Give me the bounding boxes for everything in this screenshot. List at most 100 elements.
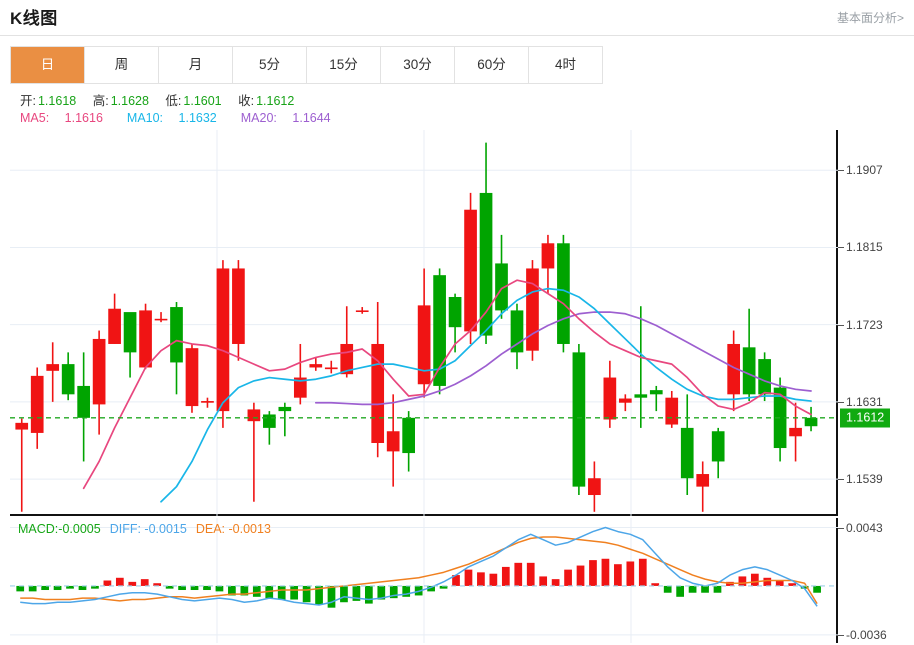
macd-bar-15	[203, 585, 211, 591]
diff-readout: DIFF: -0.0015	[109, 522, 187, 536]
macd-readout-row: MACD:-0.0005 DIFF: -0.0015 DEA: -0.0013	[18, 521, 271, 538]
candle-31	[495, 234, 508, 319]
candle-body	[727, 343, 741, 395]
candle-33	[526, 260, 539, 361]
macd-bar-54	[688, 585, 697, 593]
candle-body	[603, 377, 617, 420]
candle-30	[479, 142, 493, 344]
candle-35	[557, 234, 570, 353]
candle-37	[588, 461, 601, 512]
candle-16	[263, 411, 276, 445]
candle-49	[773, 377, 787, 462]
candle-22	[355, 307, 369, 314]
tab-3[interactable]: 5分	[233, 47, 307, 83]
ma-row: MA5: 1.1616 MA10: 1.1632 MA20: 1.1644	[20, 110, 355, 127]
candle-10	[170, 302, 183, 395]
macd-bar-13	[178, 585, 186, 591]
macd-bar-42	[539, 576, 548, 586]
macd-bar-11	[153, 583, 162, 586]
price-axis-label-3-tick	[838, 401, 844, 403]
macd-bar-27	[352, 585, 361, 601]
macd-bar-10	[140, 579, 149, 586]
candle-8	[139, 303, 152, 370]
candle-50	[789, 402, 802, 462]
candle-1	[30, 367, 44, 449]
price-axis-label-0: 1.1907	[846, 163, 883, 178]
macd-bar-8	[115, 577, 124, 586]
ma10-line	[160, 287, 812, 503]
tab-label: 月	[188, 57, 203, 72]
candlestick-panel[interactable]	[10, 130, 838, 516]
tab-6[interactable]: 60分	[455, 47, 529, 83]
candle-body	[711, 431, 725, 462]
candle-0	[15, 418, 29, 512]
candle-46	[727, 330, 741, 412]
candle-28	[448, 293, 462, 353]
candle-51	[804, 406, 818, 432]
candle-body	[263, 414, 276, 428]
candle-body	[495, 263, 508, 311]
macd-bar-34	[439, 585, 448, 589]
macd-bar-49	[626, 561, 635, 586]
price-axis-label-3: 1.1631	[846, 394, 883, 409]
candle-18	[293, 343, 307, 405]
candle-20	[324, 360, 338, 374]
tab-2[interactable]: 月	[159, 47, 233, 83]
candle-body	[618, 398, 632, 403]
candle-44	[696, 461, 710, 512]
candle-body	[572, 352, 586, 487]
candle-2	[46, 342, 60, 402]
candle-body	[139, 310, 152, 368]
candle-body	[108, 308, 121, 344]
tab-label: 日	[40, 57, 55, 72]
candle-body	[541, 243, 555, 269]
candle-body	[170, 307, 183, 363]
macd-bar-12	[165, 585, 174, 589]
macd-bar-59	[750, 573, 759, 586]
macd-bar-60	[763, 577, 772, 586]
price-axis-label-4: 1.1539	[846, 472, 883, 487]
macd-bar-56	[713, 585, 722, 593]
fundamental-analysis-link[interactable]: 基本面分析>	[836, 11, 904, 25]
candle-body	[232, 268, 245, 344]
macd-bar-2	[41, 585, 49, 591]
candle-7	[123, 312, 137, 378]
macd-axis-label-0-tick	[838, 527, 844, 529]
candle-body	[92, 338, 106, 405]
macd-bar-19	[252, 585, 261, 597]
candle-body	[634, 394, 648, 398]
candle-body	[293, 377, 307, 398]
price-axis-label-1-tick	[838, 247, 844, 249]
tab-5[interactable]: 30分	[381, 47, 455, 83]
macd-bar-17	[228, 585, 236, 596]
candle-body	[402, 417, 415, 454]
high-value: 1.1628	[110, 94, 149, 108]
tab-0[interactable]: 日	[11, 47, 85, 83]
candle-body	[61, 364, 75, 395]
macd-bar-62	[788, 583, 797, 586]
candle-40	[634, 306, 648, 428]
macd-bar-63	[800, 585, 809, 589]
candle-41	[649, 385, 663, 412]
ma20-readout: MA20: 1.1644	[240, 111, 331, 125]
tab-4[interactable]: 15分	[307, 47, 381, 83]
high-label: 高:	[92, 94, 109, 108]
candle-39	[618, 394, 632, 412]
macd-bar-31	[402, 585, 411, 597]
page-title: K线图	[10, 9, 58, 28]
candle-3	[61, 352, 75, 401]
ma10-readout: MA10: 1.1632	[126, 111, 217, 125]
macd-bar-43	[551, 579, 560, 586]
candle-body	[77, 385, 90, 418]
open-label: 开:	[20, 94, 36, 108]
macd-axis-label-1-tick	[838, 634, 844, 636]
tab-7[interactable]: 4时	[529, 47, 603, 83]
macd-panel[interactable]	[10, 518, 838, 643]
macd-bar-33	[427, 585, 435, 592]
macd-bar-64	[813, 585, 821, 593]
tab-label: 15分	[329, 57, 358, 72]
ohlc-row: 开: 1.1618 高: 1.1628 低: 1.1601 收: 1.1612	[20, 93, 355, 110]
tab-1[interactable]: 周	[85, 47, 159, 83]
candle-body	[309, 364, 323, 368]
candle-13	[216, 260, 230, 428]
